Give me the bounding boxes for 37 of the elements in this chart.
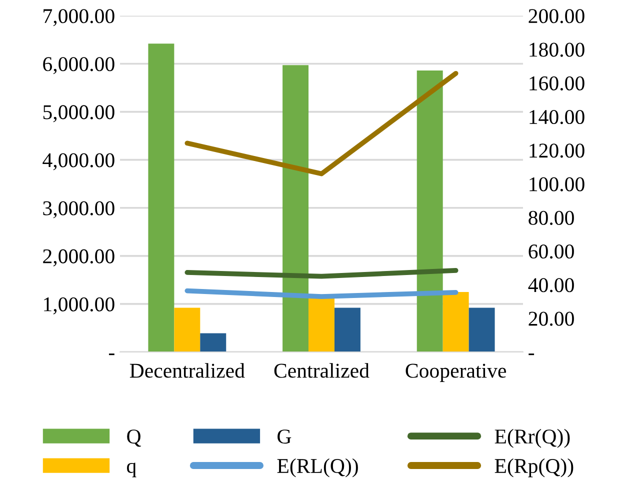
bar (334, 308, 360, 352)
x-tick-label: Cooperative (406, 364, 506, 382)
y2-tick-label: 60.00 (528, 244, 574, 259)
y2-tick-label: 80.00 (528, 210, 574, 226)
y-tick-label: 2,000.00 (43, 249, 114, 266)
y2-tick-label: 40.00 (528, 278, 574, 292)
y2-tick-label: 180.00 (530, 42, 584, 57)
y-tick-label: 5,000.00 (43, 105, 114, 122)
y2-tick-label: 200.00 (528, 9, 584, 24)
y-tick-label: 7,000.00 (44, 9, 114, 26)
legend-label: E(RL(Q)) (277, 458, 358, 478)
bar (282, 65, 309, 352)
legend-label: Q (127, 430, 141, 447)
bar (174, 308, 200, 352)
y2-tick-label: 140.00 (530, 110, 584, 124)
legend-label: E(Rp(Q)) (494, 458, 574, 478)
bar (468, 308, 495, 352)
bar (200, 333, 226, 352)
y-tick-label: 1,000.00 (44, 297, 114, 314)
bar (416, 70, 443, 352)
legend-label: G (278, 430, 292, 444)
y-tick-label: 6,000.00 (43, 57, 114, 74)
legend-label: E(Rr(Q)) (494, 428, 570, 448)
y-tick-label: 3,000.00 (43, 201, 114, 218)
y2-tick-label: 160.00 (530, 76, 584, 90)
y2-tick-label: 120.00 (530, 144, 584, 158)
x-tick-label: Decentralized (130, 363, 245, 378)
legend-label: q (126, 462, 136, 478)
bar (442, 292, 469, 352)
bar (308, 298, 334, 352)
y-tick-label: 4,000.00 (42, 153, 114, 170)
y2-tick-label: 20.00 (528, 312, 574, 326)
x-tick-label: Centralized (274, 363, 370, 378)
y2-tick-label: 100.00 (530, 177, 584, 192)
y2-tick-label: - (528, 354, 534, 356)
y-tick-label: - (108, 354, 114, 356)
bar (148, 44, 174, 352)
